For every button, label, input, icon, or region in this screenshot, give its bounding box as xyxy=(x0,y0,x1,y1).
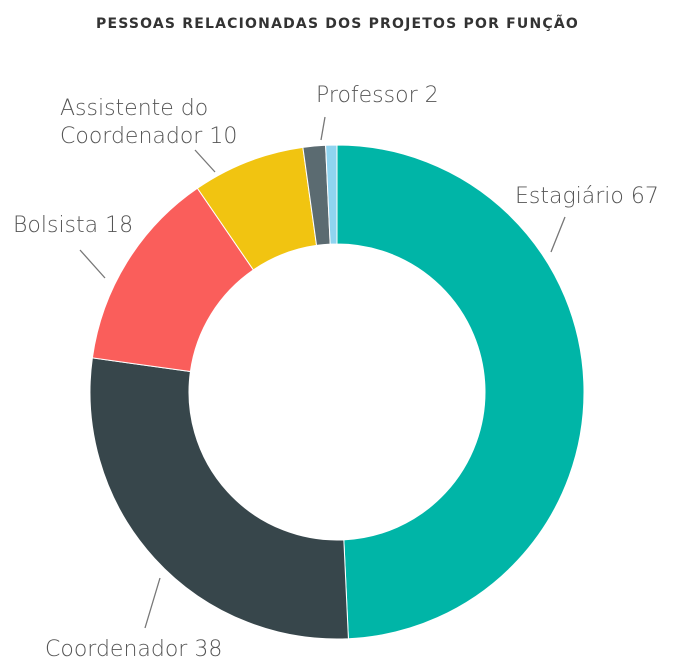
slice-label: Bolsista 18 xyxy=(13,212,133,240)
label-name: Coordenador xyxy=(45,637,188,661)
label-name: Professor xyxy=(316,83,418,108)
slice-label: Estagiário 67 xyxy=(515,183,659,211)
leader-line xyxy=(320,116,326,141)
donut-slice xyxy=(336,144,585,640)
label-value: 67 xyxy=(630,184,659,209)
label-name: Estagiário xyxy=(515,184,624,209)
label-value: 38 xyxy=(194,637,223,661)
slice-label: Coordenador 38 xyxy=(45,636,222,661)
leader-line xyxy=(194,149,216,173)
label-value: 18 xyxy=(105,213,134,238)
leader-line xyxy=(79,249,106,279)
donut-slice xyxy=(325,144,338,245)
slice-label: Assistente do Coordenador 10 xyxy=(60,95,265,151)
label-name: Bolsista xyxy=(13,213,99,238)
label-value: 2 xyxy=(424,83,439,108)
label-value: 10 xyxy=(209,124,238,149)
leader-line xyxy=(144,577,161,629)
donut-slice xyxy=(89,357,349,640)
chart-title: PESSOAS RELACIONADAS DOS PROJETOS POR FU… xyxy=(95,16,579,32)
slice-label: Professor 2 xyxy=(316,82,439,110)
leader-line xyxy=(550,216,566,253)
label-name: Assistente do Coordenador xyxy=(60,96,209,149)
